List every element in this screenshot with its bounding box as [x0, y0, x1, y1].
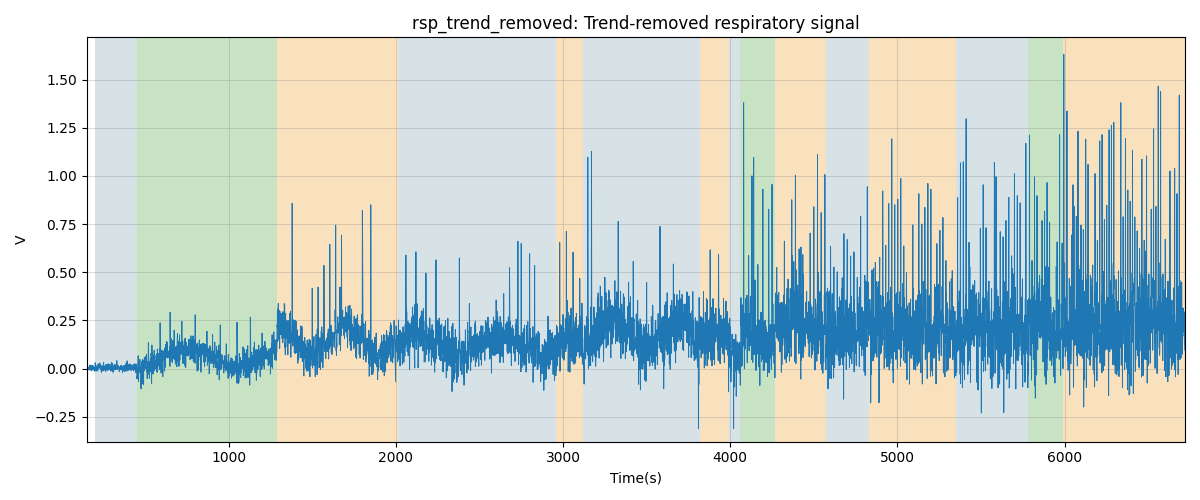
Bar: [740, 38, 775, 442]
Bar: [728, 38, 740, 442]
Bar: [956, 38, 1028, 442]
Bar: [700, 38, 728, 442]
Bar: [826, 38, 869, 442]
Bar: [1028, 38, 1063, 442]
Bar: [1063, 38, 1186, 442]
Bar: [775, 38, 826, 442]
Bar: [277, 38, 397, 442]
Bar: [95, 38, 137, 442]
Bar: [137, 38, 277, 442]
Bar: [583, 38, 700, 442]
Y-axis label: V: V: [14, 235, 29, 244]
Bar: [397, 38, 557, 442]
X-axis label: Time(s): Time(s): [610, 471, 661, 485]
Title: rsp_trend_removed: Trend-removed respiratory signal: rsp_trend_removed: Trend-removed respira…: [412, 15, 859, 34]
Bar: [557, 38, 583, 442]
Bar: [869, 38, 956, 442]
